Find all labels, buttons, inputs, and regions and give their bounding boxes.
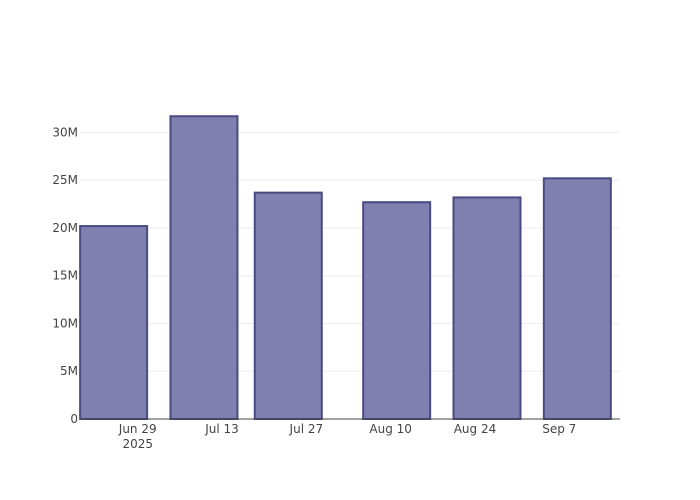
bar xyxy=(79,225,149,420)
y-tick-label: 10M xyxy=(52,316,78,330)
y-tick-label: 15M xyxy=(52,269,78,283)
y-tick-label: 30M xyxy=(52,125,78,139)
x-tick-label: Aug 24 xyxy=(454,422,497,436)
y-tick-label: 0 xyxy=(70,412,78,426)
x-tick-label: Aug 10 xyxy=(369,422,412,436)
bar xyxy=(452,196,522,420)
bar xyxy=(253,191,323,420)
y-tick-label: 25M xyxy=(52,173,78,187)
y-tick-label: 20M xyxy=(52,221,78,235)
x-tick-label: Sep 7 xyxy=(542,422,576,436)
bar xyxy=(542,177,612,420)
bar xyxy=(362,201,432,420)
x-tick-label: Jul 13 xyxy=(204,422,239,436)
x-tick-label: Jul 27 xyxy=(289,422,324,436)
y-tick-label: 5M xyxy=(60,364,78,378)
x-tick-label: Jun 29 2025 xyxy=(118,422,157,451)
bar xyxy=(169,115,239,420)
